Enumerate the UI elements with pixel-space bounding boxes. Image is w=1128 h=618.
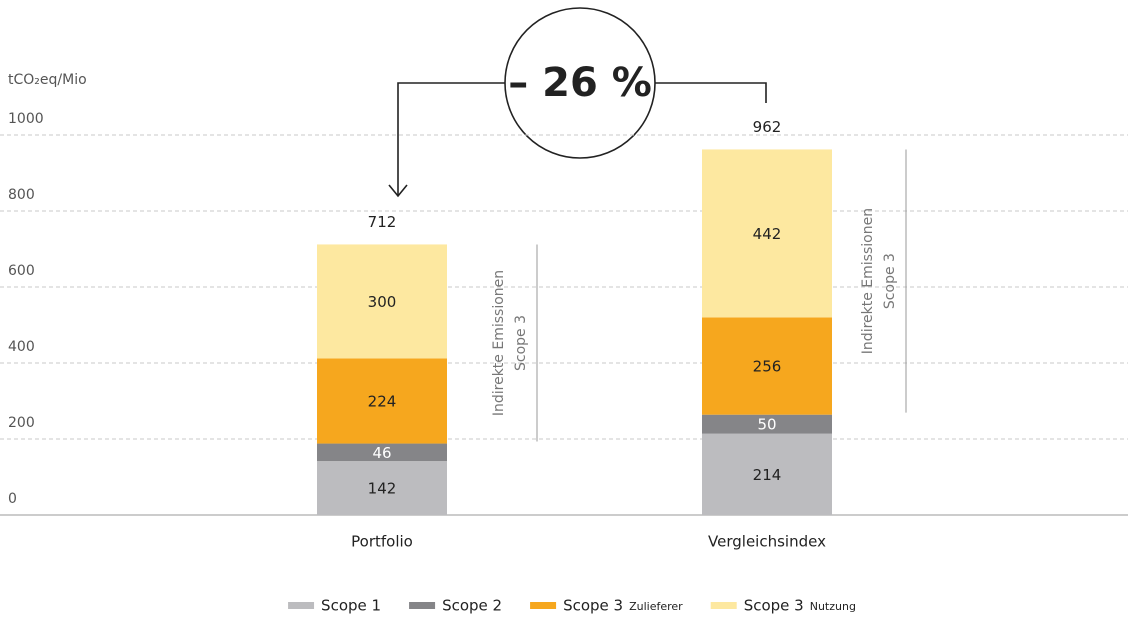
legend-label: Scope 3 (563, 597, 623, 615)
legend-label: Scope 2 (442, 597, 502, 615)
bracket-label: Scope 3 (882, 253, 898, 309)
value-label: 214 (753, 466, 782, 484)
y-tick-label: 600 (8, 263, 35, 279)
total-label: 962 (753, 118, 782, 136)
total-label: 712 (368, 213, 397, 231)
legend-sublabel: Nutzung (810, 600, 856, 613)
bar-segment (702, 433, 832, 515)
value-label: 50 (757, 416, 776, 434)
y-tick-label: 800 (8, 187, 35, 203)
arrow-line (397, 82, 505, 195)
y-tick-label: 0 (8, 491, 17, 507)
arrow-head (388, 184, 408, 198)
value-label: 46 (372, 444, 391, 462)
bar-segment (317, 443, 447, 462)
reduction-annotation: – 26 % (388, 7, 767, 198)
legend: Scope 1 Scope 2 Scope 3 Zulieferer Scope 3 Nu… (288, 597, 856, 615)
bar-segment (317, 244, 447, 359)
legend-sublabel: Zulieferer (629, 600, 683, 613)
bracket-label: Indirekte Emissionen (860, 208, 876, 354)
value-label: 224 (368, 393, 397, 411)
bracket-line (655, 82, 767, 103)
value-label: 256 (753, 358, 782, 376)
value-label: 442 (753, 225, 782, 243)
legend-swatch (288, 602, 315, 609)
value-label: 300 (368, 293, 397, 311)
bar-segment (702, 414, 832, 434)
y-tick-label: 1000 (8, 111, 44, 127)
bar-segment (702, 149, 832, 318)
y-tick-label: 400 (8, 339, 35, 355)
bracket-label: Scope 3 (513, 315, 529, 371)
legend-swatch (530, 602, 557, 609)
bar-segment (317, 358, 447, 444)
legend-label: Scope 3 (744, 597, 804, 615)
value-label: 142 (368, 480, 397, 498)
x-tick-label: Vergleichsindex (708, 533, 826, 551)
y-axis-label: tCO₂eq/Mio (8, 72, 87, 88)
legend-label: Scope 1 (321, 597, 381, 615)
bracket-label: Indirekte Emissionen (491, 270, 507, 416)
bar-segment (702, 317, 832, 415)
legend-swatch (710, 602, 737, 609)
bar-segment (317, 461, 447, 515)
legend-swatch (409, 602, 436, 609)
y-tick-label: 200 (8, 415, 35, 431)
annotation-text: – 26 % (508, 60, 652, 106)
x-tick-label: Portfolio (351, 533, 413, 551)
